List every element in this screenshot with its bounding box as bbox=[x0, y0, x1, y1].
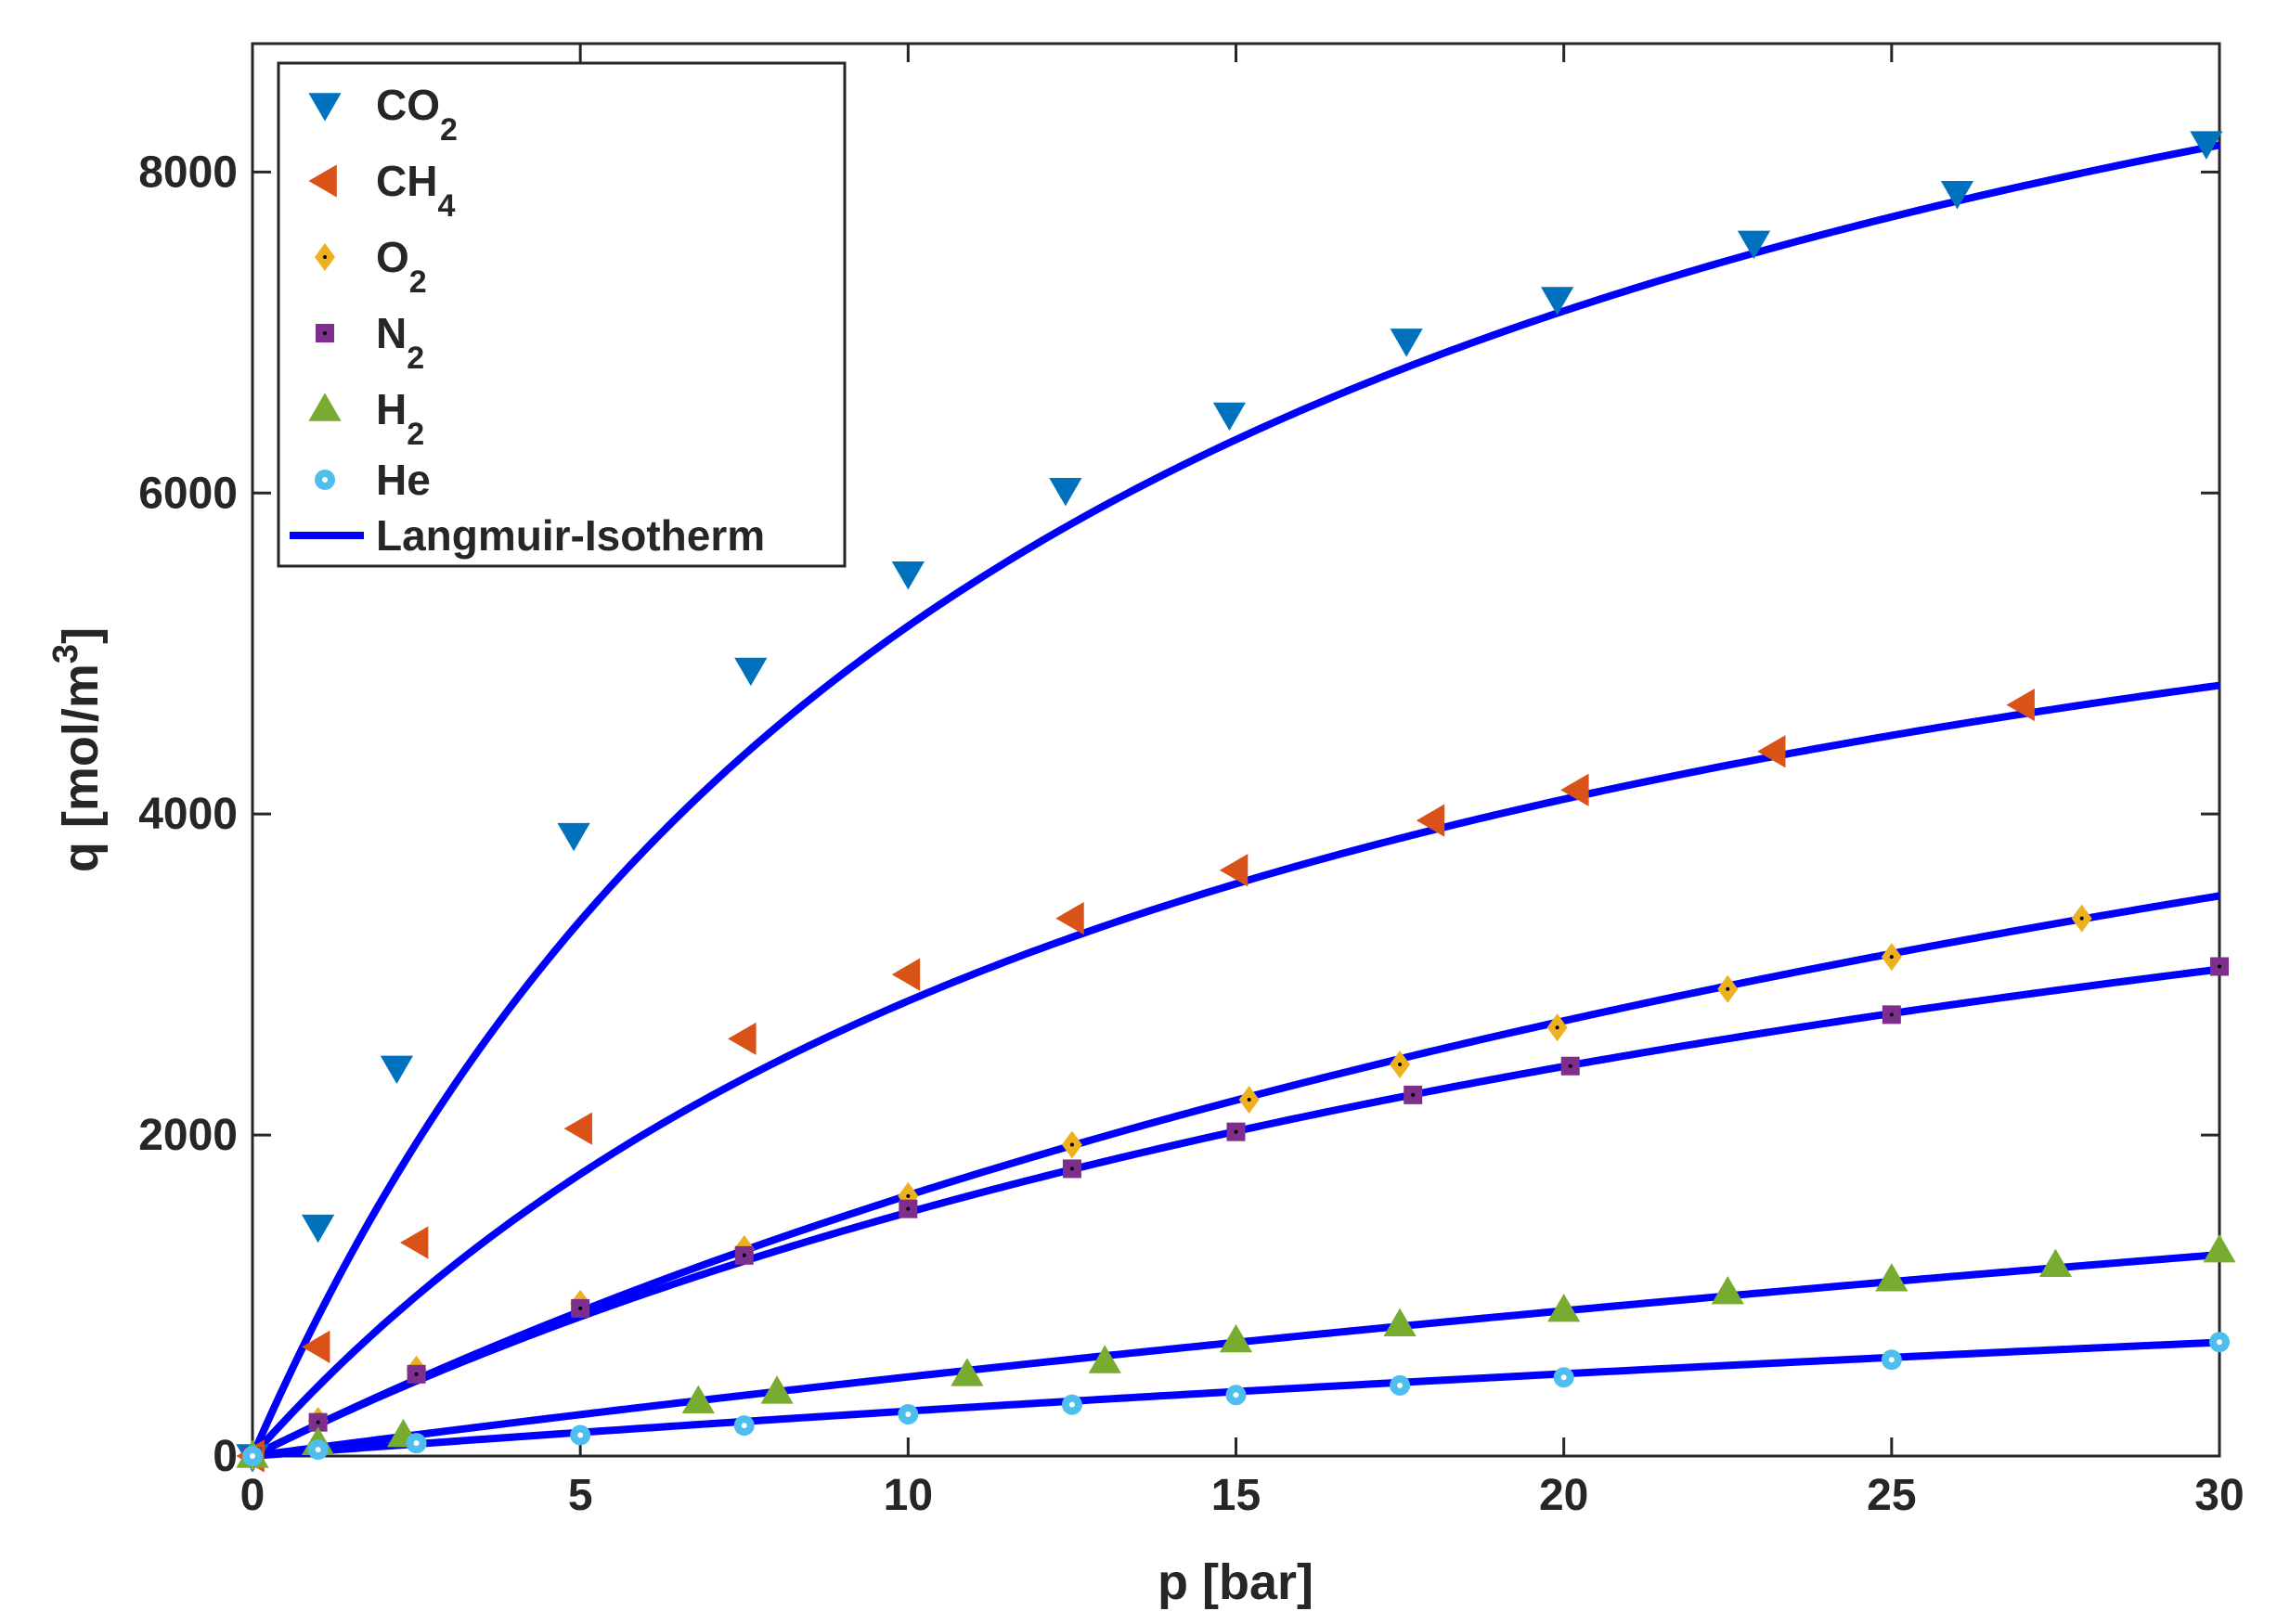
y-axis-title: q [mol/m3] bbox=[46, 627, 109, 872]
data-point-co2 bbox=[302, 1214, 335, 1244]
data-point-o2 bbox=[2071, 904, 2092, 933]
data-point-h2 bbox=[1875, 1263, 1908, 1292]
data-point-he bbox=[307, 1439, 329, 1461]
data-point-o2 bbox=[1390, 1050, 1411, 1078]
data-point-h2 bbox=[1383, 1308, 1417, 1336]
data-point-he bbox=[733, 1415, 755, 1437]
legend-marker-o2 bbox=[315, 243, 335, 271]
x-axis-title: p [bar] bbox=[1158, 1554, 1313, 1610]
axis-ticks: 0 5 10 15 20 25 30 0 2000 4000 6000 8000 bbox=[138, 44, 2245, 1520]
data-point-o2 bbox=[1881, 943, 1902, 972]
x-tick-label: 0 bbox=[240, 1471, 265, 1520]
data-point-o2 bbox=[1546, 1013, 1568, 1042]
data-point-he bbox=[1553, 1367, 1574, 1388]
data-point-h2 bbox=[1711, 1275, 1744, 1305]
data-point-co2 bbox=[1049, 478, 1082, 507]
data-point-he bbox=[1390, 1374, 1411, 1396]
data-point-ch4 bbox=[1757, 735, 1786, 768]
x-tick-label: 10 bbox=[884, 1471, 933, 1520]
data-markers bbox=[236, 131, 2236, 1473]
data-point-he bbox=[1061, 1394, 1082, 1415]
data-point-h2 bbox=[2038, 1248, 2073, 1277]
data-point-he bbox=[570, 1424, 591, 1446]
data-point-co2 bbox=[1390, 329, 1423, 357]
x-tick-label: 15 bbox=[1211, 1471, 1261, 1520]
data-point-co2 bbox=[1940, 181, 1974, 210]
legend-marker-ch4 bbox=[308, 164, 337, 198]
data-point-n2 bbox=[1062, 1159, 1081, 1179]
data-point-he bbox=[1881, 1349, 1902, 1371]
legend-label-h2: H2 bbox=[376, 385, 424, 452]
data-point-co2 bbox=[1737, 230, 1771, 260]
data-point-ch4 bbox=[1055, 902, 1084, 935]
x-tick-label: 20 bbox=[1539, 1471, 1588, 1520]
data-point-ch4 bbox=[728, 1022, 757, 1055]
data-point-n2 bbox=[1882, 1005, 1901, 1025]
legend-marker-he bbox=[315, 470, 335, 490]
data-point-n2 bbox=[1560, 1056, 1580, 1076]
x-tick-label: 5 bbox=[568, 1471, 593, 1520]
data-point-ch4 bbox=[1219, 854, 1248, 887]
data-point-n2 bbox=[2210, 957, 2229, 976]
data-point-n2 bbox=[899, 1199, 918, 1218]
data-point-ch4 bbox=[2006, 688, 2035, 722]
data-point-h2 bbox=[1547, 1294, 1581, 1322]
data-point-n2 bbox=[1226, 1122, 1246, 1141]
data-point-he bbox=[1225, 1385, 1247, 1406]
legend-box bbox=[277, 61, 847, 568]
legend-label-ch4: CH4 bbox=[376, 157, 455, 224]
legend-marker-co2 bbox=[308, 93, 342, 122]
data-point-h2 bbox=[2203, 1234, 2236, 1263]
data-point-n2 bbox=[308, 1412, 328, 1432]
x-tick-label: 30 bbox=[2194, 1471, 2244, 1520]
data-point-co2 bbox=[557, 822, 590, 852]
data-point-h2 bbox=[1219, 1323, 1253, 1353]
data-point-co2 bbox=[2190, 131, 2223, 160]
legend-marker-h2 bbox=[308, 393, 342, 421]
y-tick-label: 2000 bbox=[138, 1111, 238, 1160]
data-point-he bbox=[2209, 1332, 2230, 1353]
legend-label-he: He bbox=[376, 456, 431, 504]
y-tick-label: 0 bbox=[213, 1432, 238, 1481]
data-point-co2 bbox=[891, 561, 925, 590]
legend-label-co2: CO2 bbox=[376, 81, 458, 148]
data-point-o2 bbox=[1238, 1086, 1260, 1115]
legend-label-langmuir: Langmuir-Isotherm bbox=[376, 511, 765, 560]
data-point-h2 bbox=[760, 1375, 794, 1404]
langmuir-curve-ch4 bbox=[250, 681, 2220, 1459]
data-point-n2 bbox=[734, 1245, 754, 1265]
data-point-ch4 bbox=[1560, 773, 1589, 806]
data-point-he bbox=[898, 1404, 919, 1425]
x-tick-label: 25 bbox=[1867, 1471, 1916, 1520]
data-point-ch4 bbox=[302, 1330, 330, 1363]
y-tick-label: 4000 bbox=[138, 790, 238, 839]
data-point-ch4 bbox=[891, 958, 921, 991]
data-point-co2 bbox=[1541, 287, 1574, 316]
data-point-h2 bbox=[951, 1358, 984, 1386]
data-point-o2 bbox=[1061, 1130, 1082, 1159]
legend-label-o2: O2 bbox=[376, 233, 427, 300]
data-point-co2 bbox=[380, 1055, 413, 1085]
data-point-he bbox=[406, 1433, 427, 1454]
data-point-h2 bbox=[1088, 1345, 1121, 1373]
y-tick-label: 6000 bbox=[138, 469, 238, 518]
data-point-o2 bbox=[1717, 974, 1739, 1003]
legend-marker-n2 bbox=[316, 324, 334, 342]
langmuir-curve-co2 bbox=[249, 141, 2220, 1458]
data-point-ch4 bbox=[399, 1226, 429, 1259]
legend-label-n2: N2 bbox=[376, 309, 424, 376]
data-point-h2 bbox=[681, 1385, 715, 1413]
data-point-ch4 bbox=[563, 1112, 592, 1145]
y-tick-label: 8000 bbox=[138, 148, 238, 197]
data-point-n2 bbox=[407, 1364, 426, 1384]
data-point-he bbox=[242, 1446, 263, 1466]
data-point-n2 bbox=[571, 1298, 590, 1318]
data-point-co2 bbox=[1212, 402, 1247, 432]
data-point-ch4 bbox=[1416, 804, 1445, 837]
data-point-n2 bbox=[1404, 1085, 1423, 1104]
data-point-co2 bbox=[734, 657, 768, 687]
